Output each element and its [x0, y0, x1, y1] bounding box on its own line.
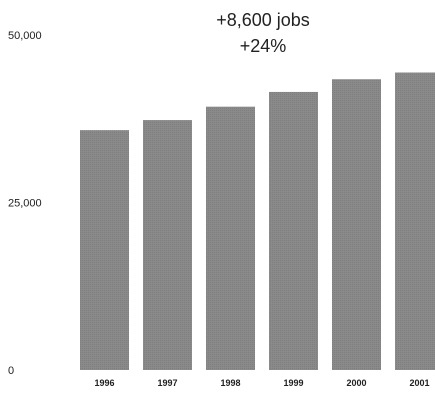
x-tick-label-1996: 1996	[94, 378, 114, 388]
bar-1998	[206, 106, 255, 370]
x-tick-label-1999: 1999	[283, 378, 303, 388]
bar-2000	[332, 79, 381, 370]
bar-1999	[269, 91, 318, 370]
y-tick-label-0: 0	[8, 365, 14, 377]
annotation: +8,600 jobs +24%	[216, 10, 310, 56]
annotation-jobs: +8,600 jobs	[216, 10, 310, 30]
x-tick-label-2000: 2000	[346, 378, 366, 388]
x-tick-label-1998: 1998	[220, 378, 240, 388]
y-axis: 0 25,000 50,000	[8, 30, 42, 377]
y-tick-label-50-000: 50,000	[8, 30, 42, 42]
bar-2001	[395, 72, 435, 371]
y-tick-label-25-000: 25,000	[8, 198, 42, 210]
x-axis: 1996 1997 1998 1999 2000 2001	[94, 378, 429, 388]
annotation-percent: +24%	[240, 36, 287, 56]
bars	[80, 72, 435, 371]
bar-1996	[80, 130, 129, 370]
bar-1997	[143, 120, 192, 370]
x-tick-label-1997: 1997	[157, 378, 177, 388]
x-tick-label-2001: 2001	[409, 378, 429, 388]
